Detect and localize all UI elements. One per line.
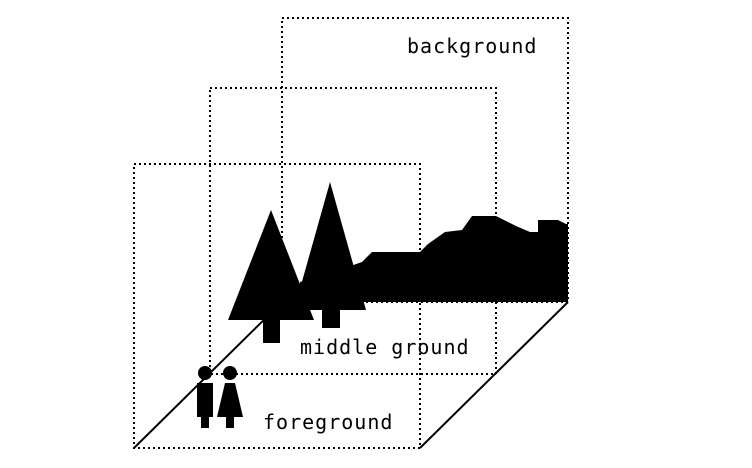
middle-ground-frame <box>209 87 497 375</box>
tree-icon <box>228 210 314 343</box>
foreground-label: foreground <box>263 410 393 434</box>
ground-plane-right-edge <box>419 301 569 449</box>
middle-ground-label: middle ground <box>300 335 470 359</box>
person-icon <box>217 366 243 428</box>
person-icon <box>197 366 213 428</box>
tree-icon <box>294 182 366 328</box>
hills-silhouette <box>300 216 568 302</box>
background-label: background <box>407 34 537 58</box>
